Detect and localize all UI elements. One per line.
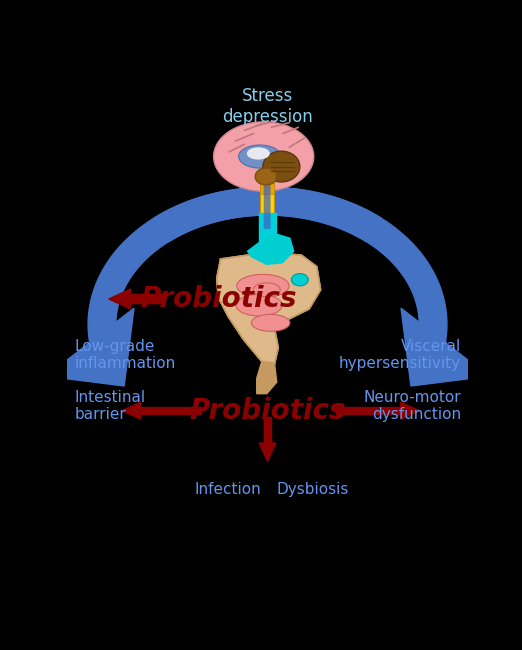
Text: Infection: Infection (195, 482, 262, 497)
Polygon shape (336, 407, 401, 415)
Polygon shape (88, 187, 381, 358)
Polygon shape (140, 407, 201, 415)
Text: Intestinal
barrier: Intestinal barrier (74, 390, 146, 422)
Ellipse shape (291, 274, 309, 286)
FancyBboxPatch shape (264, 185, 270, 229)
Polygon shape (257, 361, 277, 394)
Polygon shape (122, 402, 140, 419)
Text: Probiotics: Probiotics (141, 285, 297, 313)
Polygon shape (109, 289, 130, 309)
Polygon shape (259, 443, 276, 461)
Text: Dysbiosis: Dysbiosis (277, 482, 349, 497)
Ellipse shape (213, 122, 314, 191)
FancyBboxPatch shape (260, 177, 275, 194)
Text: Neuro-motor
dysfunction: Neuro-motor dysfunction (363, 390, 461, 422)
Polygon shape (264, 417, 271, 443)
Ellipse shape (236, 294, 282, 316)
Polygon shape (401, 402, 419, 419)
Ellipse shape (239, 145, 281, 168)
Polygon shape (401, 308, 489, 386)
Ellipse shape (236, 274, 289, 298)
Polygon shape (259, 213, 276, 252)
Ellipse shape (252, 315, 290, 332)
Ellipse shape (263, 151, 300, 182)
Ellipse shape (247, 148, 270, 160)
Polygon shape (217, 254, 321, 365)
Ellipse shape (255, 168, 277, 185)
Text: Probiotics: Probiotics (189, 396, 346, 424)
Text: Visceral
hypersensitivity: Visceral hypersensitivity (339, 339, 461, 371)
Polygon shape (154, 187, 447, 358)
Text: Low-grade
inflammation: Low-grade inflammation (74, 339, 175, 371)
Polygon shape (109, 294, 163, 304)
Polygon shape (247, 233, 294, 265)
Text: Stress
depression: Stress depression (222, 87, 313, 126)
Polygon shape (46, 308, 134, 386)
Ellipse shape (253, 283, 280, 296)
FancyBboxPatch shape (260, 181, 275, 229)
